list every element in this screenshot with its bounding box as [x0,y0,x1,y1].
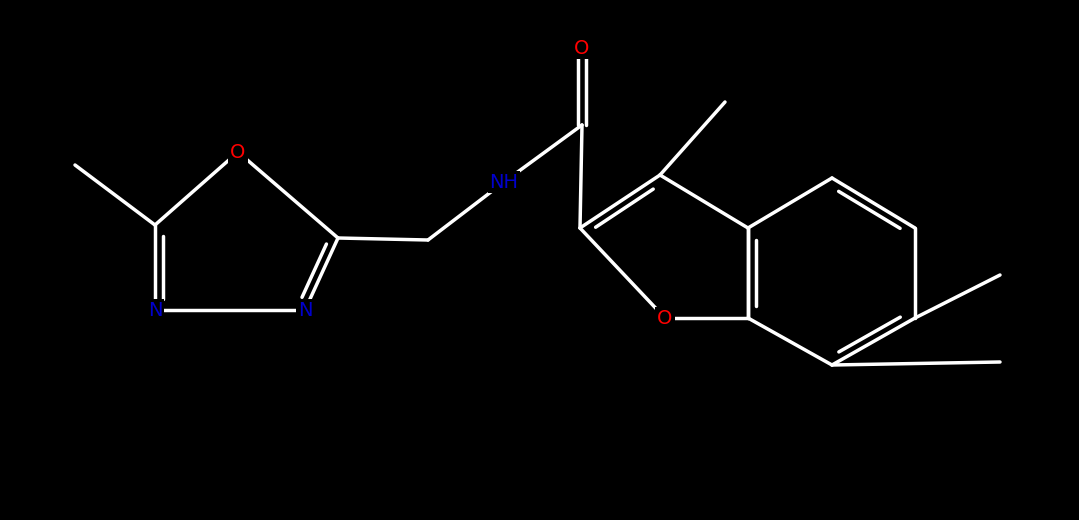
Text: O: O [230,142,246,162]
Text: O: O [574,38,590,58]
Text: N: N [148,301,162,319]
Text: NH: NH [490,173,519,191]
Text: N: N [298,301,312,319]
Text: O: O [657,308,672,328]
